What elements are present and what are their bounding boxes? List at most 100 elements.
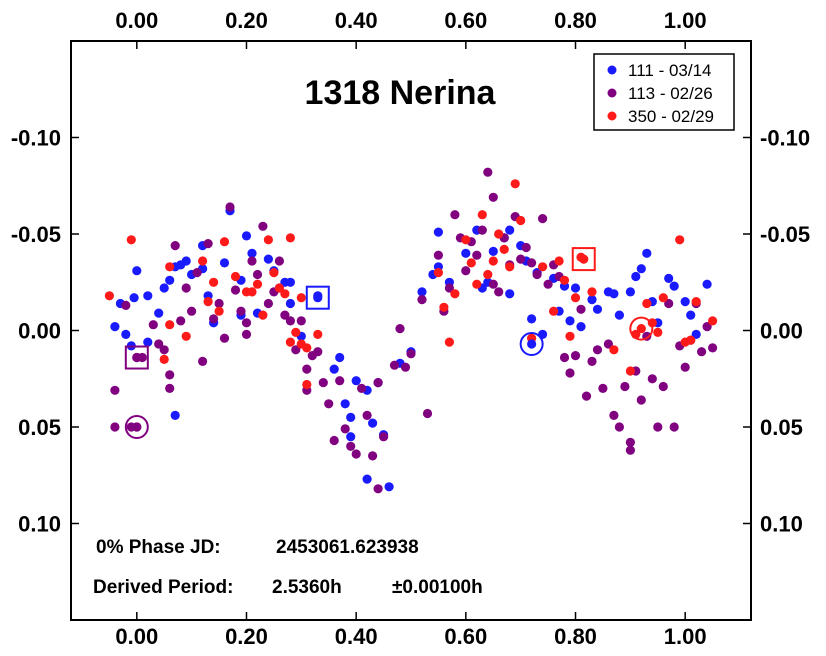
data-point-series-2 [559, 275, 570, 285]
data-point-series-2 [488, 256, 498, 266]
data-point-series-0 [691, 329, 701, 339]
data-point-series-0 [346, 412, 356, 422]
data-point-series-0 [433, 227, 443, 237]
data-point-series-0 [592, 304, 603, 314]
data-point-series-1 [680, 362, 690, 372]
data-point-series-1 [335, 376, 345, 386]
data-point-series-2 [477, 210, 487, 220]
x-tick-label-bottom: 0.40 [335, 624, 378, 649]
x-tick-label-top: 0.60 [444, 8, 487, 33]
data-point-series-1 [148, 320, 158, 330]
data-point-series-0 [461, 248, 471, 258]
legend-box [593, 53, 735, 131]
data-point-series-1 [609, 410, 619, 420]
data-point-series-0 [669, 281, 679, 291]
data-point-series-1 [702, 322, 712, 332]
data-point-series-2 [258, 310, 268, 320]
data-point-series-1 [543, 279, 553, 289]
legend-marker-113 [607, 88, 617, 98]
data-point-series-1 [625, 437, 636, 447]
highlight-markers [124, 247, 654, 439]
data-point-series-1 [203, 239, 213, 249]
data-point-series-0 [576, 322, 586, 332]
data-point-series-2 [510, 179, 520, 189]
data-point-series-0 [505, 289, 515, 299]
data-point-series-0 [143, 337, 153, 347]
data-point-series-2 [494, 229, 504, 239]
data-point-series-0 [664, 273, 674, 283]
data-point-series-0 [417, 287, 427, 297]
x-tick-label-top: 0.40 [335, 8, 378, 33]
legend-marker-111 [607, 65, 617, 75]
data-point-series-2 [565, 331, 575, 341]
data-point-series-2 [252, 279, 263, 289]
data-point-series-2 [642, 298, 652, 309]
data-points [104, 167, 718, 494]
data-point-series-0 [680, 297, 690, 307]
data-point-series-1 [450, 210, 460, 220]
data-point-series-0 [351, 376, 361, 386]
data-point-series-1 [263, 298, 273, 309]
data-point-series-2 [285, 337, 295, 347]
data-point-series-2 [675, 235, 685, 245]
y-tick-label-left: 0.00 [18, 319, 61, 344]
data-point-series-1 [433, 250, 443, 260]
data-point-series-1 [159, 345, 169, 355]
legend-marker-350 [607, 111, 617, 121]
data-point-series-0 [132, 266, 142, 276]
data-point-series-0 [570, 283, 581, 293]
data-point-series-0 [362, 474, 372, 484]
annotations: 0% Phase JD: 2453061.623938 Derived Peri… [93, 537, 483, 598]
data-point-series-0 [488, 246, 498, 256]
data-point-series-0 [625, 287, 636, 297]
data-point-series-1 [192, 268, 202, 278]
y-tick-label-left: -0.10 [11, 126, 61, 151]
data-point-series-1 [472, 250, 482, 260]
data-point-series-1 [258, 221, 268, 231]
data-point-series-2 [165, 262, 175, 272]
data-point-series-2 [302, 379, 312, 390]
data-point-series-1 [110, 422, 120, 432]
x-tick-label-bottom: 0.00 [115, 624, 158, 649]
data-point-series-2 [625, 366, 636, 376]
y-tick-label-right: -0.10 [760, 126, 810, 151]
data-point-series-1 [461, 266, 471, 276]
data-point-series-1 [362, 410, 372, 420]
data-point-series-2 [450, 289, 460, 299]
data-point-series-2 [104, 291, 114, 301]
highlight-point [313, 293, 323, 303]
data-point-series-0 [686, 310, 696, 320]
data-point-series-1 [170, 241, 180, 251]
data-point-series-1 [225, 202, 235, 212]
period-value: 2.5360h [272, 577, 342, 598]
data-point-series-1 [488, 192, 498, 202]
highlight-point [636, 323, 646, 334]
data-point-series-2 [198, 256, 208, 266]
data-point-series-2 [247, 287, 257, 297]
data-point-series-2 [285, 233, 295, 243]
data-point-series-0 [614, 310, 625, 320]
data-point-series-2 [214, 306, 224, 316]
data-point-series-2 [181, 331, 191, 341]
data-point-series-0 [368, 418, 378, 428]
data-point-series-1 [291, 345, 301, 355]
data-point-series-1 [351, 449, 361, 459]
period-label: Derived Period: [93, 577, 233, 598]
data-point-series-0 [631, 271, 641, 282]
data-point-series-2 [203, 297, 213, 307]
data-point-series-1 [280, 310, 290, 320]
data-point-series-0 [159, 283, 169, 293]
x-tick-label-bottom: 0.80 [554, 624, 597, 649]
data-point-series-1 [165, 370, 175, 380]
data-point-series-1 [664, 298, 674, 309]
data-point-series-0 [285, 277, 295, 287]
data-point-series-1 [285, 316, 295, 326]
data-point-series-1 [296, 316, 306, 326]
data-point-series-0 [346, 432, 356, 442]
data-point-series-2 [587, 287, 597, 297]
data-point-series-2 [444, 337, 454, 347]
data-point-series-1 [521, 242, 531, 253]
data-point-series-2 [263, 235, 273, 245]
data-point-series-1 [527, 258, 537, 268]
